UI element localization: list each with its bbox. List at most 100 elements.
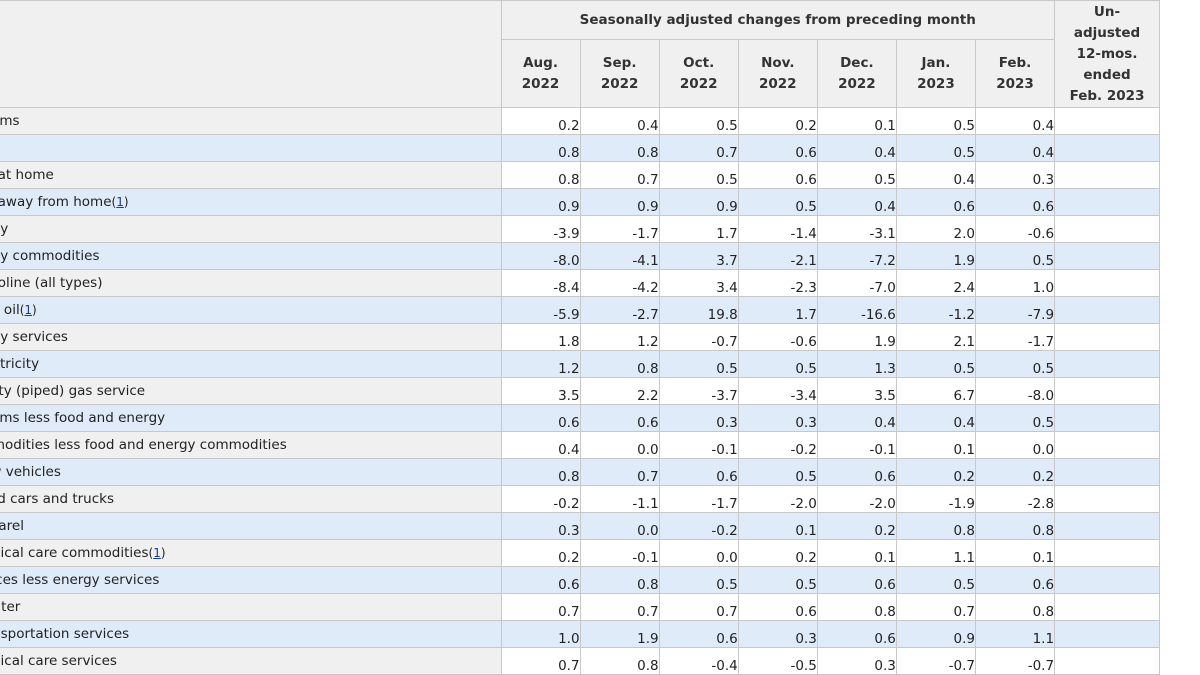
value-cell: 2.2 [579,377,660,405]
value-cell: 0.7 [658,593,739,621]
value-cell: 0.7 [500,647,581,675]
value-cell: 0.5 [737,458,818,486]
row-label: Services less energy services [0,572,160,588]
value-cell: -2.0 [816,485,897,513]
value-cell: 0.1 [737,512,818,540]
value-cell: -1.7 [658,485,739,513]
table-row: Energy services 1.81.2-0.7-0.61.92.1-1.7 [0,323,1160,351]
row-label-cell: Used cars and trucks [0,485,502,513]
value-cell: 0.7 [658,134,739,162]
table-row: Transportation services1.01.90.60.30.60.… [0,620,1160,648]
table-row: Gasoline (all types) -8.4-4.23.4-2.3-7.02… [0,269,1160,297]
footnote-link[interactable]: 1 [116,195,124,209]
value-cell: 0.3 [816,647,897,675]
value-cell: -0.1 [816,431,897,459]
value-cell: -1.7 [974,323,1056,351]
row-label-cell: Medical care services [0,647,502,675]
value-cell: -3.9 [500,215,581,243]
row-label-cell: Energy services [0,323,502,351]
value-cell: -1.7 [579,215,660,243]
value-cell: 2.4 [895,269,976,297]
value-cell: -1.4 [737,215,818,243]
value-cell: -7.2 [816,242,897,270]
value-cell: -8.0 [974,377,1056,405]
row-label: Energy commodities [0,248,100,264]
row-label: Food away from home [0,194,112,210]
unadjusted-header-line: 12-mos. [1076,45,1138,62]
value-cell: 0.2 [500,107,581,135]
value-cell: 0.7 [579,161,660,189]
value-cell: 0.5 [737,566,818,594]
table-row: Services less energy services0.60.80.50.… [0,566,1160,594]
value-cell: -2.8 [974,485,1056,513]
value-cell: -1.2 [895,296,976,324]
table-row: Commodities less food and energy commodi… [0,431,1160,459]
month-header-year: 2023 [996,75,1034,92]
table-row: All items0.20.40.50.20.10.50.4 [0,107,1160,135]
value-cell: 3.5 [500,377,581,405]
value-cell: 0.5 [658,161,739,189]
value-cell: 0.0 [579,431,660,459]
value-cell: 0.8 [500,458,581,486]
footnote-link[interactable]: 1 [153,546,161,560]
value-cell: 0.5 [895,134,976,162]
footnote-close-paren: ) [123,195,129,209]
value-cell: 0.0 [658,539,739,567]
unadjusted-header-line: adjusted [1073,24,1141,41]
month-header-year: 2022 [600,75,639,92]
table-row: Energy -3.9-1.71.7-1.4-3.12.0-0.6 [0,215,1160,243]
value-cell: 0.9 [500,188,581,216]
value-cell: 0.2 [737,107,818,135]
value-cell: -0.6 [974,215,1056,243]
unadjusted-value-cell [1054,593,1160,621]
row-label-cell: New vehicles [0,458,502,486]
value-cell: 0.8 [974,512,1056,540]
value-cell: -0.2 [658,512,739,540]
footnote-close-paren: ) [32,303,37,317]
row-label: Commodities less food and energy commodi… [0,437,287,453]
value-cell: -8.0 [500,242,581,270]
value-cell: 3.5 [816,377,897,405]
value-cell: -0.2 [737,431,818,459]
value-cell: 0.5 [658,107,739,135]
row-label-cell: Services less energy services [0,566,502,594]
value-cell: 0.5 [737,188,818,216]
value-cell: 3.7 [658,242,739,270]
value-cell: 2.1 [895,323,976,351]
value-cell: -0.7 [658,323,739,351]
value-cell: 0.3 [737,404,818,432]
value-cell: 0.9 [579,188,660,216]
value-cell: -2.3 [737,269,818,297]
value-cell: 1.0 [974,269,1056,297]
month-header-year: 2022 [758,75,797,92]
value-cell: -16.6 [816,296,897,324]
table-row: Medical care services0.70.8-0.4-0.50.3-0… [0,647,1160,675]
month-header-year: 2022 [679,75,718,92]
month-header-month: Nov. [761,54,795,71]
table-row: Medical care commodities(1)0.2-0.10.00.2… [0,539,1160,567]
value-cell: 0.5 [895,107,976,135]
footnote-open-paren: ( [148,546,154,560]
table-row: Food away from home(1)0.90.90.90.50.40.6… [0,188,1160,216]
month-header-0: Aug. 2022 [500,39,581,108]
seasonally-adjusted-group-header: Seasonally adjusted changes from precedi… [500,0,1056,40]
value-cell: 0.6 [816,458,897,486]
row-label: Electricity [0,356,40,372]
footnote-link[interactable]: 1 [24,303,33,317]
row-label: Apparel [0,518,24,534]
month-header-5: Jan. 2023 [895,39,976,108]
unadjusted-value-cell [1054,323,1160,351]
value-cell: -0.7 [974,647,1056,675]
unadjusted-value-cell [1054,431,1160,459]
value-cell: 0.6 [816,620,897,648]
value-cell: -3.4 [737,377,818,405]
unadjusted-value-cell [1054,296,1160,324]
value-cell: 0.9 [895,620,976,648]
unadjusted-value-cell [1054,512,1160,540]
value-cell: -2.7 [579,296,660,324]
value-cell: -8.4 [500,269,581,297]
value-cell: 0.3 [974,161,1056,189]
table-row: Utility (piped) gas service3.52.2-3.7-3.… [0,377,1160,405]
value-cell: 0.2 [737,539,818,567]
